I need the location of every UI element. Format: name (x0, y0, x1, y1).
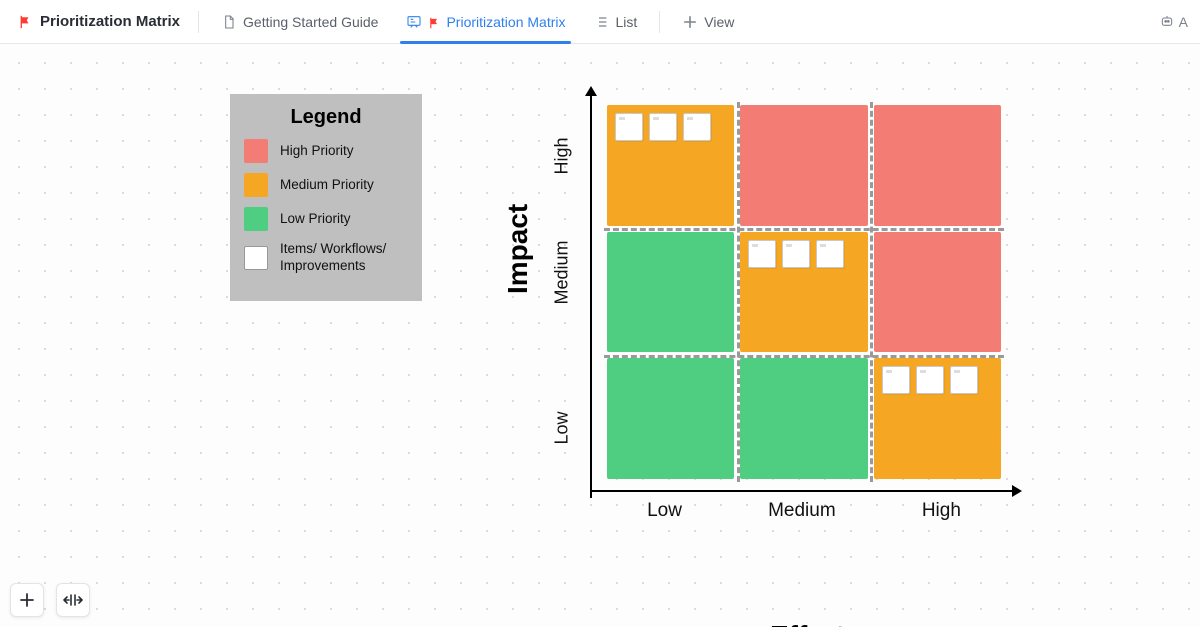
card-group (882, 366, 978, 394)
legend-swatch (244, 207, 268, 231)
y-axis-label: Low (552, 413, 573, 445)
tab-label: Getting Started Guide (243, 14, 378, 30)
canvas-tools (10, 583, 90, 617)
view-tabs: Getting Started Guide Prioritization Matr… (207, 0, 748, 43)
y-axis-labels: High Medium Low (546, 98, 578, 488)
legend-swatch (244, 139, 268, 163)
legend-item: Low Priority (244, 207, 408, 231)
tab-list[interactable]: List (579, 0, 651, 43)
matrix-grid (604, 102, 1004, 482)
y-axis-title: Impact (502, 204, 534, 294)
add-button[interactable] (10, 583, 44, 617)
matrix-cell[interactable] (740, 105, 867, 226)
matrix-cell[interactable] (607, 232, 734, 353)
priority-matrix[interactable]: Impact Effort HighMediumLow LowMediumHig… (520, 94, 1030, 604)
tab-label: List (615, 14, 637, 30)
legend-swatch (244, 246, 268, 270)
matrix-cell[interactable] (607, 105, 734, 226)
item-card[interactable] (649, 113, 677, 141)
x-axis-title: Effort (770, 620, 845, 627)
card-group (615, 113, 711, 141)
x-axis-label: Medium (768, 500, 836, 522)
divider (659, 11, 660, 33)
item-card[interactable] (882, 366, 910, 394)
matrix-cell[interactable] (874, 232, 1001, 353)
fit-width-button[interactable] (56, 583, 90, 617)
item-card[interactable] (916, 366, 944, 394)
whiteboard-icon (406, 14, 422, 30)
flag-icon (428, 16, 440, 28)
matrix-cell[interactable] (874, 105, 1001, 226)
tab-priority-matrix[interactable]: Prioritization Matrix (392, 0, 579, 43)
list-icon (593, 14, 609, 30)
doc-icon (221, 14, 237, 30)
legend-item: High Priority (244, 139, 408, 163)
page-title-group: Prioritization Matrix (8, 13, 190, 30)
item-card[interactable] (748, 240, 776, 268)
y-axis-line (590, 88, 592, 498)
y-axis-label: High (552, 143, 573, 175)
legend-swatch (244, 173, 268, 197)
legend-item: Items/ Workflows/ Improvements (244, 241, 408, 275)
item-card[interactable] (782, 240, 810, 268)
right-label: A (1179, 14, 1188, 30)
matrix-cell[interactable] (607, 358, 734, 479)
legend-panel[interactable]: Legend High Priority Medium Priority Low P… (230, 94, 422, 301)
matrix-cell[interactable] (740, 232, 867, 353)
card-group (748, 240, 844, 268)
divider (198, 11, 199, 33)
legend-label: Items/ Workflows/ Improvements (280, 241, 408, 275)
x-axis-labels: Low Medium High (604, 500, 1004, 522)
legend-label: Low Priority (280, 211, 351, 228)
legend-label: Medium Priority (280, 177, 374, 194)
item-card[interactable] (683, 113, 711, 141)
tab-label: Prioritization Matrix (446, 14, 565, 30)
page-title: Prioritization Matrix (40, 13, 180, 30)
legend-item: Medium Priority (244, 173, 408, 197)
legend-title: Legend (244, 106, 408, 129)
y-axis-label: Medium (552, 273, 573, 305)
item-card[interactable] (950, 366, 978, 394)
matrix-cell[interactable] (740, 358, 867, 479)
matrix-cell[interactable] (874, 358, 1001, 479)
item-card[interactable] (615, 113, 643, 141)
tab-getting-started[interactable]: Getting Started Guide (207, 0, 392, 43)
top-toolbar: Prioritization Matrix Getting Started Gu… (0, 0, 1200, 44)
right-tools: A (1159, 14, 1192, 30)
x-axis-label: High (922, 500, 961, 522)
plus-icon (682, 14, 698, 30)
x-axis-line (590, 490, 1020, 492)
tab-label: View (704, 14, 734, 30)
flag-icon (18, 15, 32, 29)
ai-button[interactable]: A (1159, 14, 1188, 30)
legend-label: High Priority (280, 143, 354, 160)
whiteboard-canvas[interactable]: Legend High Priority Medium Priority Low P… (0, 44, 1200, 627)
item-card[interactable] (816, 240, 844, 268)
tab-add-view[interactable]: View (668, 0, 748, 43)
x-axis-label: Low (647, 500, 682, 522)
